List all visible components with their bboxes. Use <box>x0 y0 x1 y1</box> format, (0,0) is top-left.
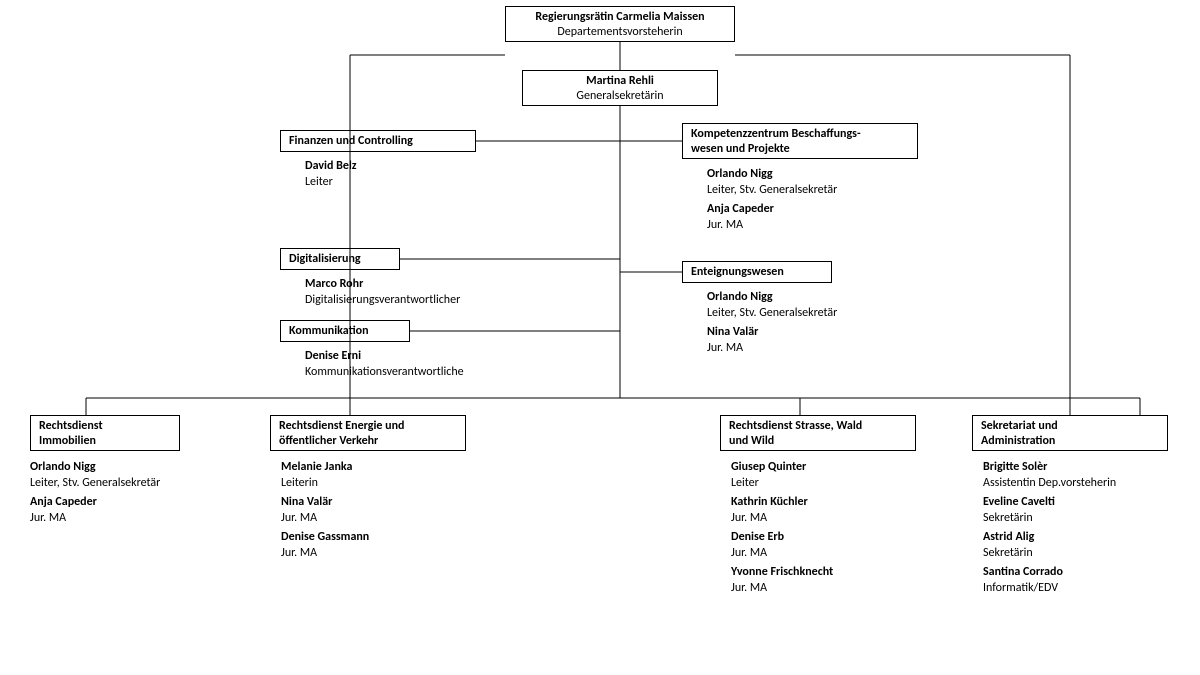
person-name: Orlando Nigg <box>707 167 837 183</box>
org-box-kommunikation: Kommunikation <box>280 320 410 342</box>
person-role: Jur. MA <box>731 581 833 597</box>
person-role: Assistentin Dep.vorsteherin <box>983 476 1116 492</box>
person-role: Jur. MA <box>281 546 369 562</box>
org-person: Yvonne Frischknecht Jur. MA <box>731 565 833 596</box>
person-name: Nina Valär <box>281 495 332 511</box>
person-name: Nina Valär <box>707 325 758 341</box>
org-subtitle: Generalsekretärin <box>531 89 709 104</box>
org-person: Kathrin Küchler Jur. MA <box>731 495 808 526</box>
org-title: Regierungsrätin Carmelia Maissen <box>514 10 726 25</box>
org-title: Rechtsdienst <box>39 419 171 434</box>
org-title: Kompetenzzentrum Beschaffungs- <box>691 127 909 142</box>
org-title-line2: wesen und Projekte <box>691 142 909 157</box>
person-name: Marco Rohr <box>305 277 460 293</box>
org-title: Kommunikation <box>289 324 401 339</box>
org-box-general-secretary: Martina Rehli Generalsekretärin <box>522 70 718 106</box>
person-name: Giusep Quinter <box>731 460 806 476</box>
org-title: Enteignungswesen <box>691 265 823 280</box>
org-person: Denise Erb Jur. MA <box>731 530 784 561</box>
person-role: Jur. MA <box>281 511 332 527</box>
org-box-kompetenzzentrum: Kompetenzzentrum Beschaffungs- wesen und… <box>682 123 918 159</box>
person-role: Jur. MA <box>707 341 758 357</box>
org-title: Martina Rehli <box>531 74 709 89</box>
person-name: Melanie Janka <box>281 460 352 476</box>
person-name: Eveline Cavelti <box>983 495 1055 511</box>
org-person: Nina Valär Jur. MA <box>281 495 332 526</box>
person-role: Sekretärin <box>983 511 1055 527</box>
org-person: David Belz Leiter <box>305 159 357 190</box>
org-title-line2: öffentlicher Verkehr <box>279 434 457 449</box>
org-person: Melanie Janka Leiterin <box>281 460 352 491</box>
person-name: Anja Capeder <box>707 202 774 218</box>
org-box-rechtsdienst-strasse: Rechtsdienst Strasse, Wald und Wild <box>720 415 916 451</box>
person-name: Astrid Alig <box>983 530 1034 546</box>
person-role: Leiter <box>731 476 806 492</box>
person-role: Leiter, Stv. Generalsekretär <box>707 306 837 322</box>
org-title: Digitalisierung <box>289 252 391 267</box>
org-box-finanzen: Finanzen und Controlling <box>280 130 476 152</box>
org-person: Anja Capeder Jur. MA <box>707 202 774 233</box>
org-title-line2: Immobilien <box>39 434 171 449</box>
org-person: Santina Corrado Informatik/EDV <box>983 565 1063 596</box>
org-title: Finanzen und Controlling <box>289 134 467 149</box>
org-person: Orlando Nigg Leiter, Stv. Generalsekretä… <box>707 290 837 321</box>
person-role: Sekretärin <box>983 546 1034 562</box>
org-person: Denise Gassmann Jur. MA <box>281 530 369 561</box>
person-name: Brigitte Solèr <box>983 460 1116 476</box>
org-title-line2: und Wild <box>729 434 907 449</box>
person-role: Informatik/EDV <box>983 581 1063 597</box>
org-person: Denise Erni Kommunikationsverantwortlich… <box>305 349 464 380</box>
org-person: Nina Valär Jur. MA <box>707 325 758 356</box>
person-role: Leiter, Stv. Generalsekretär <box>707 183 837 199</box>
person-name: Yvonne Frischknecht <box>731 565 833 581</box>
person-role: Kommunikationsverantwortliche <box>305 365 464 381</box>
person-role: Jur. MA <box>707 218 774 234</box>
org-title: Rechtsdienst Energie und <box>279 419 457 434</box>
person-role: Leiterin <box>281 476 352 492</box>
org-person: Marco Rohr Digitalisierungsverantwortlic… <box>305 277 460 308</box>
org-box-rechtsdienst-immobilien: Rechtsdienst Immobilien <box>30 415 180 451</box>
person-role: Leiter <box>305 175 357 191</box>
org-box-rechtsdienst-energie: Rechtsdienst Energie und öffentlicher Ve… <box>270 415 466 451</box>
org-box-digitalisierung: Digitalisierung <box>280 248 400 270</box>
person-role: Jur. MA <box>731 546 784 562</box>
org-person: Anja Capeder Jur. MA <box>30 495 97 526</box>
person-name: David Belz <box>305 159 357 175</box>
org-box-sekretariat: Sekretariat und Administration <box>972 415 1168 451</box>
org-box-department-head: Regierungsrätin Carmelia Maissen Departe… <box>505 6 735 42</box>
org-box-enteignungswesen: Enteignungswesen <box>682 261 832 283</box>
person-name: Kathrin Küchler <box>731 495 808 511</box>
org-person: Orlando Nigg Leiter, Stv. Generalsekretä… <box>30 460 160 491</box>
person-name: Orlando Nigg <box>707 290 837 306</box>
org-title-line2: Administration <box>981 434 1159 449</box>
person-name: Denise Erni <box>305 349 464 365</box>
org-person: Brigitte Solèr Assistentin Dep.vorsteher… <box>983 460 1116 491</box>
person-role: Leiter, Stv. Generalsekretär <box>30 476 160 492</box>
org-person: Eveline Cavelti Sekretärin <box>983 495 1055 526</box>
org-title: Sekretariat und <box>981 419 1159 434</box>
person-role: Jur. MA <box>30 511 97 527</box>
org-title: Rechtsdienst Strasse, Wald <box>729 419 907 434</box>
org-person: Giusep Quinter Leiter <box>731 460 806 491</box>
org-subtitle: Departementsvorsteherin <box>514 25 726 40</box>
person-name: Denise Erb <box>731 530 784 546</box>
person-name: Orlando Nigg <box>30 460 160 476</box>
person-name: Anja Capeder <box>30 495 97 511</box>
person-role: Jur. MA <box>731 511 808 527</box>
person-name: Santina Corrado <box>983 565 1063 581</box>
org-person: Orlando Nigg Leiter, Stv. Generalsekretä… <box>707 167 837 198</box>
person-name: Denise Gassmann <box>281 530 369 546</box>
person-role: Digitalisierungsverantwortlicher <box>305 293 460 309</box>
org-person: Astrid Alig Sekretärin <box>983 530 1034 561</box>
